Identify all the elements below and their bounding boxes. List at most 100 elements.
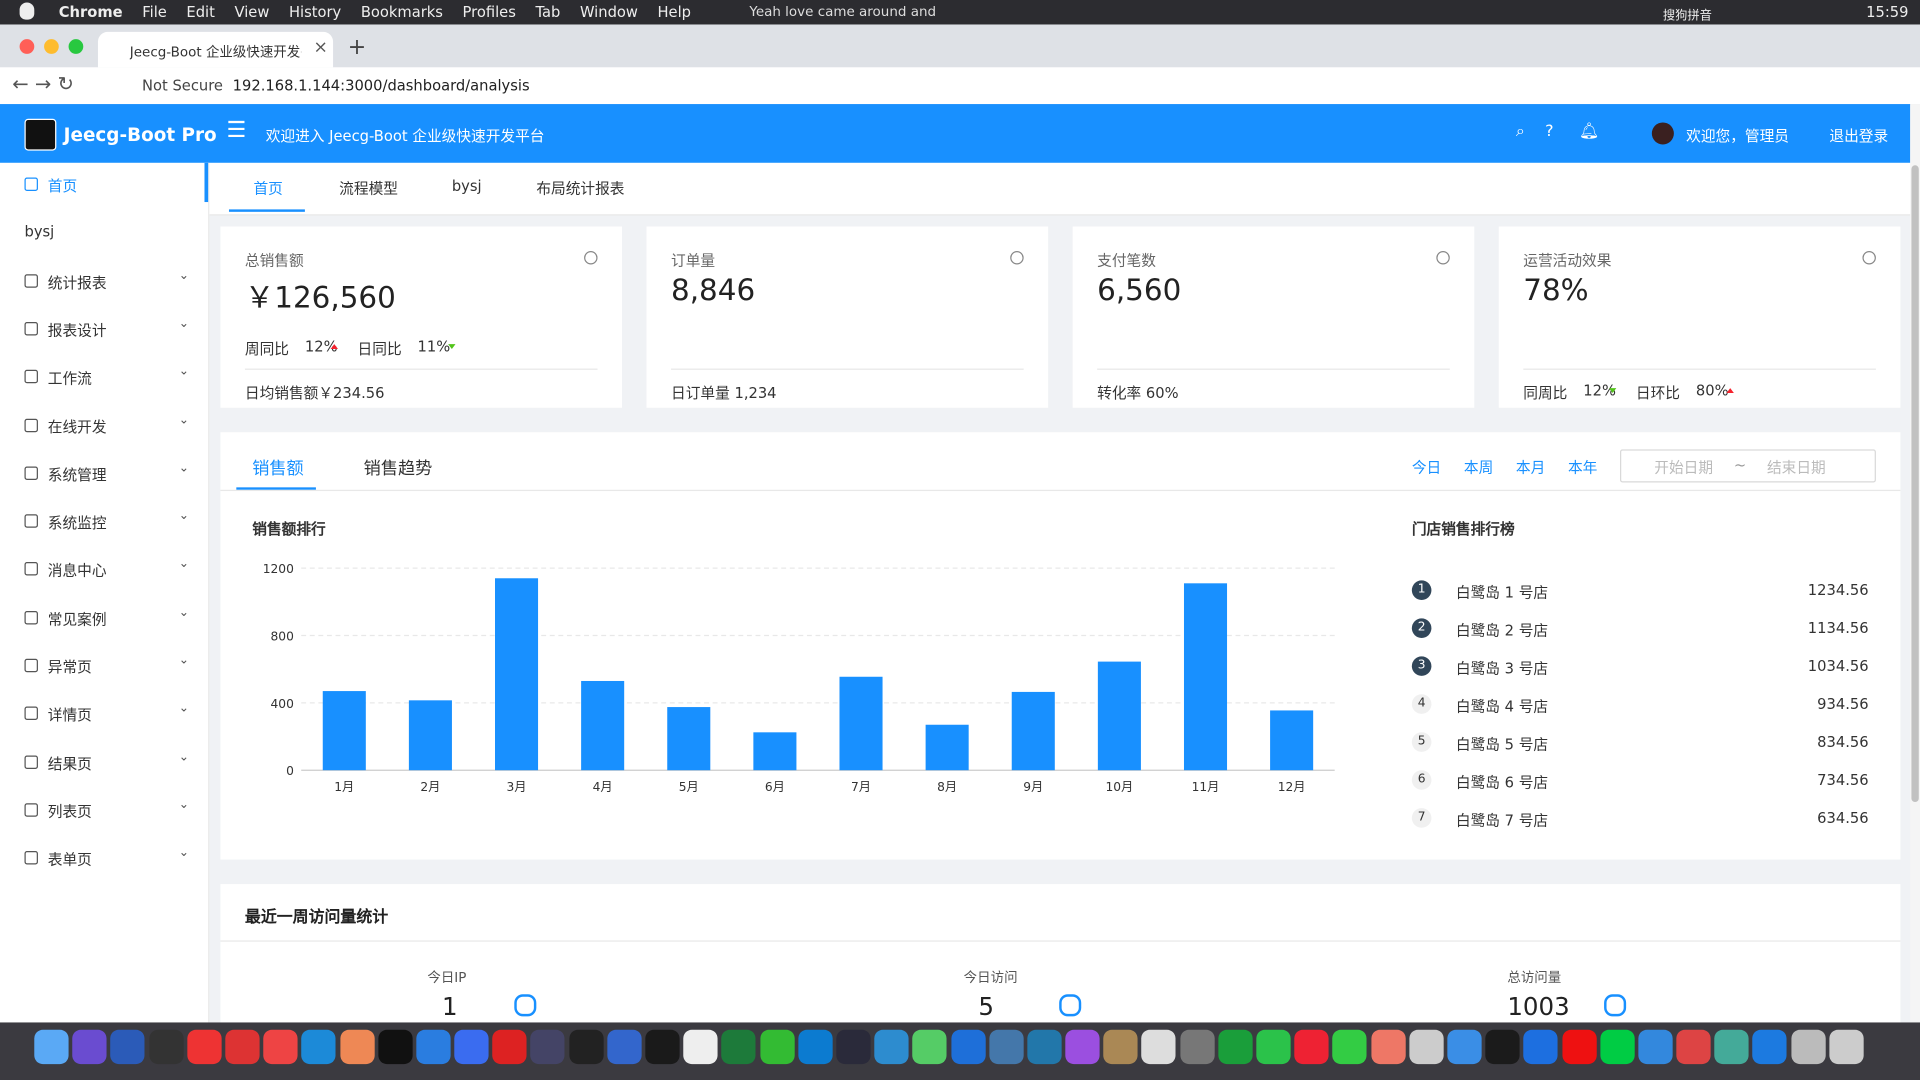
date-picker[interactable]: 开始日期 ~ 结束日期 <box>1620 449 1876 483</box>
menu-item[interactable]: bysj <box>24 223 55 241</box>
page-tab[interactable]: 布局统计报表 <box>536 180 625 198</box>
compare-value: 12% <box>1583 382 1616 400</box>
dock-icon[interactable] <box>874 1029 909 1065</box>
dock-icon[interactable] <box>1638 1029 1673 1065</box>
dock-icon[interactable] <box>72 1029 107 1065</box>
dock-icon[interactable] <box>1714 1029 1749 1065</box>
range-link[interactable]: 今日 <box>1411 459 1442 477</box>
dock-icon[interactable] <box>377 1029 413 1065</box>
dock-icon[interactable] <box>1103 1029 1138 1065</box>
menu-item[interactable]: 在线开发 <box>47 418 107 436</box>
menu-item[interactable]: 首页 <box>47 177 78 195</box>
dock-icon[interactable] <box>1447 1029 1482 1065</box>
dock-icon[interactable] <box>1218 1029 1253 1065</box>
menu-item[interactable]: 统计报表 <box>47 273 107 291</box>
menu-item[interactable]: 报表设计 <box>47 321 107 340</box>
user[interactable]: 欢迎您，管理员 <box>1686 127 1789 145</box>
compare-label: 日同比 <box>357 340 402 358</box>
panel-tab[interactable]: 销售趋势 <box>363 459 433 479</box>
menu-item[interactable]: 结果页 <box>47 755 92 773</box>
menu-item[interactable]: Bookmarks <box>360 3 443 21</box>
page-tab[interactable]: bysj <box>451 177 482 195</box>
compare-label: 同周比 <box>1523 384 1568 402</box>
menu-item[interactable]: 表单页 <box>47 851 92 869</box>
dock-icon[interactable] <box>1676 1029 1711 1065</box>
menu-item[interactable]: 系统监控 <box>47 514 107 532</box>
menu-item[interactable]: Help <box>657 3 692 21</box>
menu-item[interactable]: Edit <box>186 3 215 21</box>
dock-icon[interactable] <box>989 1029 1024 1065</box>
sidebar: 首页 bysj 统计报表 ⌄ 报表设计 ⌄ 工作流 ⌄ 在线开发 ⌄ 系统管理 ⌄ 系统监控 ⌄ 消息中心 ⌄… <box>0 162 210 1023</box>
menu-item[interactable]: 列表页 <box>47 803 92 821</box>
dock-icon[interactable] <box>1294 1029 1329 1065</box>
page-tab[interactable]: 首页 <box>253 180 283 198</box>
dock-icon[interactable] <box>492 1029 527 1065</box>
menu-item[interactable]: Tab <box>535 3 561 21</box>
dock-icon[interactable] <box>110 1029 145 1065</box>
dock-icon[interactable] <box>836 1029 871 1065</box>
menu-item[interactable]: Profiles <box>462 3 516 21</box>
chevron: ⌄ <box>178 750 190 764</box>
dock-icon[interactable] <box>1065 1029 1100 1065</box>
dock-icon[interactable] <box>187 1029 222 1065</box>
dock-icon[interactable] <box>454 1029 489 1065</box>
dock-icon[interactable] <box>1409 1029 1444 1065</box>
dock-icon[interactable] <box>225 1029 260 1065</box>
dock-icon[interactable] <box>148 1029 184 1065</box>
menu-item[interactable]: View <box>234 3 270 21</box>
dock-icon[interactable] <box>1256 1029 1291 1065</box>
divider <box>1523 368 1876 370</box>
browser-tab[interactable]: Jeecg-Boot 企业级快速开发平台 × <box>97 31 334 68</box>
dock-icon[interactable] <box>683 1029 718 1065</box>
dock-icon[interactable] <box>950 1029 986 1065</box>
menu-item[interactable]: Window <box>579 3 638 21</box>
dock-icon[interactable] <box>1752 1029 1788 1065</box>
url[interactable]: 192.168.1.144:3000/dashboard/analysis <box>232 77 530 95</box>
date-sep: ~ <box>1733 456 1747 474</box>
trend-arrow <box>1608 388 1617 394</box>
dock-icon[interactable] <box>1790 1029 1826 1065</box>
dock-icon[interactable] <box>759 1029 795 1065</box>
dock-icon[interactable] <box>34 1029 69 1065</box>
new-tab[interactable]: + <box>347 34 367 60</box>
dock-icon[interactable] <box>721 1029 756 1065</box>
dock-icon[interactable] <box>1523 1029 1558 1065</box>
page-tab[interactable]: 流程模型 <box>339 180 398 198</box>
range-link[interactable]: 本月 <box>1515 459 1546 477</box>
menu-item[interactable]: 系统管理 <box>47 466 107 484</box>
menu-item[interactable]: History <box>288 3 342 21</box>
dock-icon[interactable] <box>568 1029 604 1065</box>
dock-icon[interactable] <box>607 1029 642 1065</box>
menu-item[interactable]: 消息中心 <box>47 562 107 580</box>
dock-icon[interactable] <box>1561 1029 1597 1065</box>
dock-icon[interactable] <box>798 1029 833 1065</box>
dock-icon[interactable] <box>1179 1029 1215 1065</box>
dock-icon[interactable] <box>416 1029 451 1065</box>
dock-icon[interactable] <box>645 1029 680 1065</box>
security[interactable]: Not Secure <box>142 77 223 95</box>
dock-icon[interactable] <box>339 1029 375 1065</box>
dock-icon[interactable] <box>1485 1029 1520 1065</box>
menu-item[interactable]: 常见案例 <box>47 610 107 628</box>
dock-icon[interactable] <box>1027 1029 1062 1065</box>
dock-icon[interactable] <box>1370 1029 1406 1065</box>
menu-item[interactable]: File <box>142 3 167 21</box>
dock-icon[interactable] <box>912 1029 947 1065</box>
range-link[interactable]: 本周 <box>1463 459 1494 477</box>
range-link[interactable]: 本年 <box>1567 459 1598 477</box>
dock-icon[interactable] <box>301 1029 336 1065</box>
dock-icon[interactable] <box>263 1029 298 1065</box>
dock-icon[interactable] <box>1141 1029 1177 1065</box>
store-total: 634.56 <box>1817 809 1869 827</box>
dock-icon[interactable] <box>1332 1029 1367 1065</box>
dock-icon[interactable] <box>530 1029 566 1065</box>
dock-icon[interactable] <box>1829 1029 1864 1065</box>
menu-app[interactable]: Chrome <box>58 3 123 21</box>
stat-card: 运营活动效果 78% 同周比 12% 日环比 80% <box>1498 226 1901 408</box>
panel-tab[interactable]: 销售额 <box>252 459 304 479</box>
menu-item[interactable]: 详情页 <box>47 706 92 725</box>
logout[interactable]: 退出登录 <box>1829 127 1889 145</box>
dock-icon[interactable] <box>1600 1029 1635 1065</box>
menu-item[interactable]: 工作流 <box>47 370 92 388</box>
menu-item[interactable]: 异常页 <box>47 658 92 676</box>
